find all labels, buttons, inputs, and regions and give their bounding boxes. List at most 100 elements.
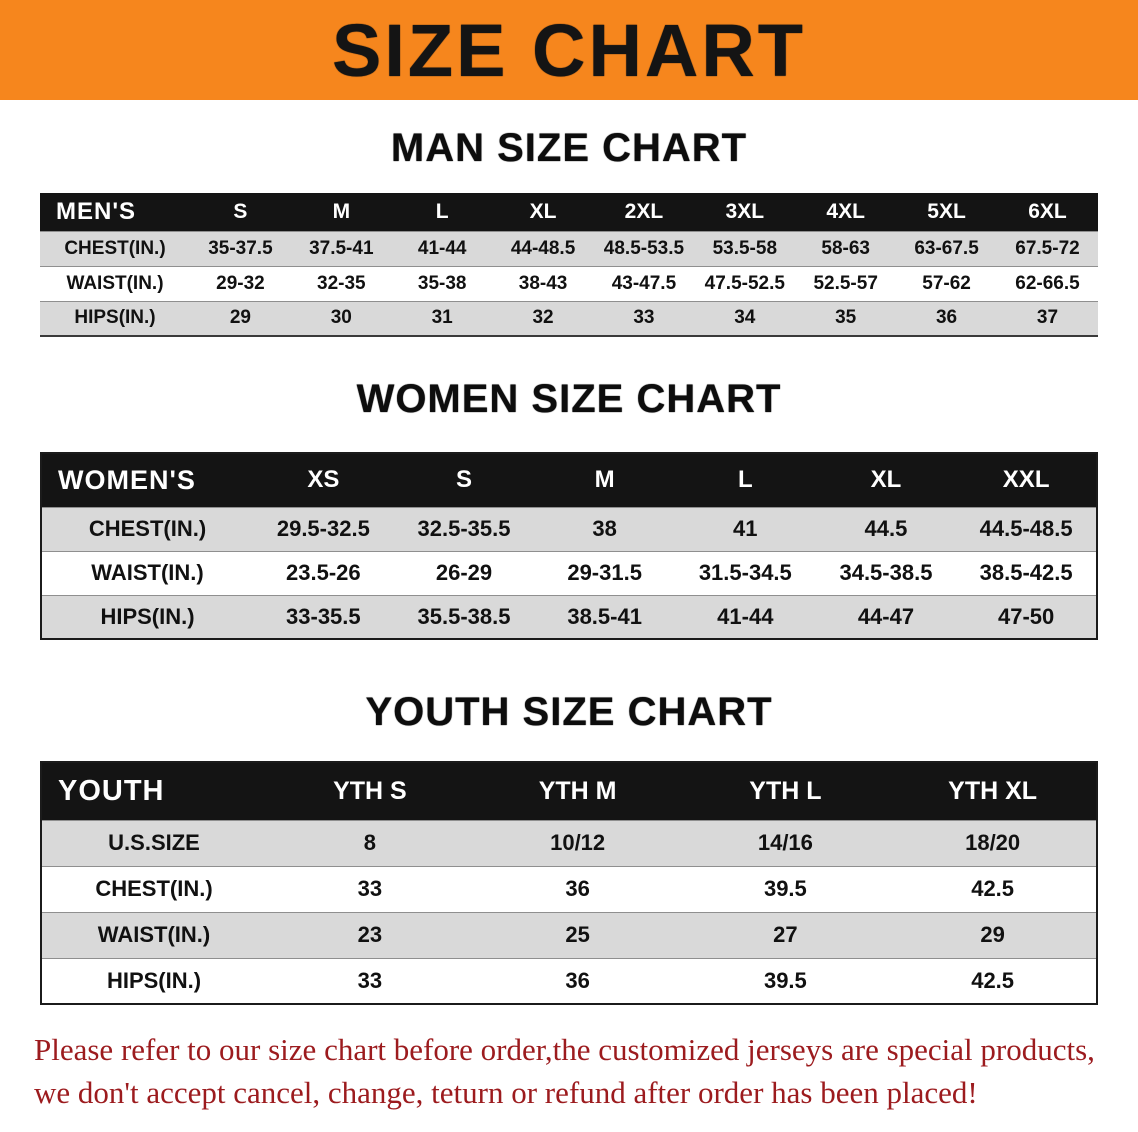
size-value-cell: 18/20 — [889, 819, 1097, 866]
size-value-cell: 34 — [694, 300, 796, 336]
size-value-cell: 44.5 — [815, 506, 957, 551]
disclaimer-line-1: Please refer to our size chart before or… — [34, 1032, 1095, 1067]
size-value-cell: 41-44 — [391, 230, 493, 266]
size-column-header: XS — [253, 453, 394, 507]
row-label: HIPS(IN.) — [41, 594, 253, 639]
women-section-title: WOMEN SIZE CHART — [356, 377, 782, 421]
size-value-cell: 31.5-34.5 — [674, 550, 816, 595]
size-value-cell: 29 — [190, 300, 291, 336]
size-column-header: YTH S — [266, 762, 474, 820]
size-value-cell: 41 — [674, 506, 816, 551]
row-label: WAIST(IN.) — [40, 265, 190, 301]
size-value-cell: 33 — [266, 865, 474, 912]
size-value-cell: 33 — [593, 300, 695, 336]
row-label: U.S.SIZE — [41, 819, 266, 866]
size-value-cell: 44-48.5 — [492, 230, 594, 266]
youth-section-title: YOUTH SIZE CHART — [365, 690, 773, 734]
size-value-cell: 14/16 — [681, 819, 890, 866]
size-value-cell: 39.5 — [681, 957, 890, 1004]
table-row: HIPS(IN.) 33 36 39.5 42.5 — [41, 957, 1097, 1004]
size-value-cell: 63-67.5 — [896, 230, 997, 266]
size-value-cell: 36 — [473, 865, 682, 912]
table-row: U.S.SIZE 8 10/12 14/16 18/20 — [41, 819, 1097, 866]
size-value-cell: 38-43 — [492, 265, 594, 301]
size-value-cell: 53.5-58 — [694, 230, 796, 266]
size-column-header: 4XL — [795, 193, 897, 231]
row-label: WAIST(IN.) — [41, 550, 253, 595]
size-value-cell: 29.5-32.5 — [253, 506, 394, 551]
size-value-cell: 31 — [391, 300, 493, 336]
size-value-cell: 35 — [795, 300, 897, 336]
men-section-title: MAN SIZE CHART — [390, 126, 748, 170]
size-column-header: YTH M — [473, 762, 682, 820]
size-value-cell: 67.5-72 — [997, 230, 1098, 266]
table-row: WAIST(IN.) 23 25 27 29 — [41, 911, 1097, 958]
men-size-table: MEN'S S M L XL 2XL 3XL 4XL 5XL 6XL CHEST(IN.) 35-37… — [40, 193, 1098, 337]
size-value-cell: 36 — [473, 957, 682, 1004]
table-corner-label: MEN'S — [40, 193, 190, 231]
size-value-cell: 62-66.5 — [997, 265, 1098, 301]
size-column-header: 5XL — [896, 193, 997, 231]
size-value-cell: 38.5-42.5 — [956, 550, 1097, 595]
table-row: CHEST(IN.) 33 36 39.5 42.5 — [41, 865, 1097, 912]
size-value-cell: 47-50 — [956, 594, 1097, 639]
size-column-header: S — [393, 453, 535, 507]
table-row: HIPS(IN.) 33-35.5 35.5-38.5 38.5-41 41-44 44-… — [41, 594, 1097, 639]
size-value-cell: 57-62 — [896, 265, 997, 301]
size-value-cell: 37.5-41 — [290, 230, 392, 266]
table-row: CHEST(IN.) 29.5-32.5 32.5-35.5 38 41 44.5 44.5… — [41, 506, 1097, 551]
table-corner-label: WOMEN'S — [41, 453, 253, 507]
size-value-cell: 26-29 — [393, 550, 535, 595]
size-column-header: XL — [815, 453, 957, 507]
size-column-header: 6XL — [997, 193, 1098, 231]
size-value-cell: 29-32 — [190, 265, 291, 301]
row-label: HIPS(IN.) — [41, 957, 266, 1004]
size-value-cell: 38 — [534, 506, 675, 551]
size-value-cell: 35-38 — [391, 265, 493, 301]
header-row: MEN'S S M L XL 2XL 3XL 4XL 5XL 6XL — [40, 193, 1098, 231]
size-value-cell: 33 — [266, 957, 474, 1004]
women-size-table: WOMEN'S XS S M L XL XXL CHEST(IN.) 29.5-32.5 32.5… — [40, 452, 1098, 640]
youth-size-section: YOUTH SIZE CHART YOUTH YTH S YTH M YTH L YTH… — [0, 690, 1138, 1005]
size-column-header: M — [290, 193, 392, 231]
size-value-cell: 44-47 — [815, 594, 957, 639]
size-value-cell: 27 — [681, 911, 890, 958]
size-value-cell: 35.5-38.5 — [393, 594, 535, 639]
size-value-cell: 38.5-41 — [534, 594, 675, 639]
size-column-header: XXL — [956, 453, 1097, 507]
men-size-section: MAN SIZE CHART MEN'S S M L XL 2XL 3XL 4XL 5XL 6XL… — [0, 126, 1138, 337]
size-value-cell: 48.5-53.5 — [593, 230, 695, 266]
size-value-cell: 23 — [266, 911, 474, 958]
size-value-cell: 37 — [997, 300, 1098, 336]
size-value-cell: 25 — [473, 911, 682, 958]
size-value-cell: 47.5-52.5 — [694, 265, 796, 301]
size-value-cell: 29-31.5 — [534, 550, 675, 595]
row-label: HIPS(IN.) — [40, 300, 190, 336]
header-row: YOUTH YTH S YTH M YTH L YTH XL — [41, 762, 1097, 820]
size-column-header: YTH L — [681, 762, 890, 820]
table-row: CHEST(IN.) 35-37.5 37.5-41 41-44 44-48.5 48.5… — [40, 230, 1098, 266]
table-corner-label: YOUTH — [41, 762, 266, 820]
size-column-header: S — [190, 193, 291, 231]
youth-size-table: YOUTH YTH S YTH M YTH L YTH XL U.S.SIZE 8 10/12… — [40, 761, 1098, 1005]
row-label: WAIST(IN.) — [41, 911, 266, 958]
page-title: SIZE CHART — [332, 8, 806, 92]
size-value-cell: 30 — [290, 300, 392, 336]
size-value-cell: 42.5 — [889, 957, 1097, 1004]
table-row: HIPS(IN.) 29 30 31 32 33 34 35 36 37 — [40, 300, 1098, 336]
size-value-cell: 10/12 — [473, 819, 682, 866]
disclaimer-line-2: we don't accept cancel, change, teturn o… — [34, 1074, 978, 1110]
size-value-cell: 41-44 — [674, 594, 816, 639]
women-size-section: WOMEN SIZE CHART WOMEN'S XS S M L XL XXL CHEST(… — [0, 377, 1138, 640]
size-value-cell: 44.5-48.5 — [956, 506, 1097, 551]
header-row: WOMEN'S XS S M L XL XXL — [41, 453, 1097, 507]
disclaimer: Please refer to our size chart before or… — [34, 1029, 1104, 1115]
size-value-cell: 23.5-26 — [253, 550, 394, 595]
size-column-header: 2XL — [593, 193, 695, 231]
table-row: WAIST(IN.) 29-32 32-35 35-38 38-43 43-47.5 47.… — [40, 265, 1098, 301]
size-value-cell: 43-47.5 — [593, 265, 695, 301]
size-column-header: 3XL — [694, 193, 796, 231]
size-value-cell: 32 — [492, 300, 594, 336]
size-column-header: L — [674, 453, 816, 507]
size-value-cell: 35-37.5 — [190, 230, 291, 266]
